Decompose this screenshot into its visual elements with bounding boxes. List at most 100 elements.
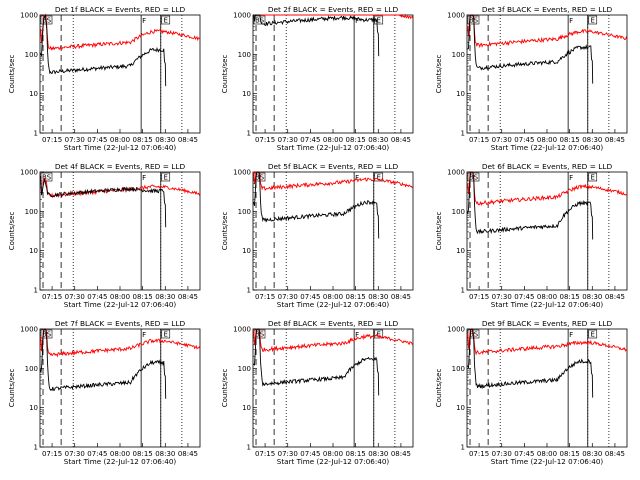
y-tick-label: 1000 bbox=[233, 326, 251, 334]
x-tick-label: 08:45 bbox=[178, 293, 198, 301]
x-tick-label: 07:15 bbox=[42, 450, 62, 458]
x-tick-label: 07:30 bbox=[492, 293, 512, 301]
x-tick-label: 07:30 bbox=[278, 136, 298, 144]
x-tick-label: 07:30 bbox=[278, 293, 298, 301]
interval-box-e bbox=[588, 15, 598, 25]
y-tick-label: 1 bbox=[247, 287, 251, 295]
x-tick-label: 08:15 bbox=[346, 136, 366, 144]
x-tick-label: 07:15 bbox=[469, 450, 489, 458]
interval-box-e bbox=[161, 15, 171, 25]
y-axis-label: Counts/sec bbox=[221, 55, 229, 94]
y-tick-label: 1 bbox=[247, 130, 251, 138]
y-tick-label: 1 bbox=[247, 444, 251, 452]
interval-box-e bbox=[588, 172, 598, 182]
panel-det-5: Det 5f BLACK = Events, RED = LLD 1 10 100 10… bbox=[221, 162, 414, 309]
panel-title: Det 8f BLACK = Events, RED = LLD bbox=[268, 319, 399, 328]
x-tick-label: 08:30 bbox=[155, 293, 175, 301]
interval-label-e: E bbox=[164, 331, 168, 339]
interval-label-e: E bbox=[377, 331, 381, 339]
x-tick-label: 08:45 bbox=[391, 450, 411, 458]
x-tick-label: 07:30 bbox=[492, 136, 512, 144]
x-tick-label: 08:45 bbox=[391, 293, 411, 301]
plot-frame bbox=[466, 14, 628, 134]
series-line-events bbox=[39, 13, 167, 87]
y-tick-label: 100 bbox=[238, 51, 251, 59]
x-axis-label: Start Time (22-Jul-12 07:06:40) bbox=[491, 143, 604, 152]
x-tick-label: 07:15 bbox=[255, 293, 275, 301]
interval-label-e: E bbox=[591, 17, 595, 25]
y-tick-label: 1000 bbox=[233, 12, 251, 20]
x-tick-label: 07:30 bbox=[65, 450, 85, 458]
panel-title: Det 2f BLACK = Events, RED = LLD bbox=[268, 5, 399, 14]
y-tick-label: 10 bbox=[242, 90, 251, 98]
x-axis-label: Start Time (22-Jul-12 07:06:40) bbox=[64, 143, 177, 152]
y-axis-label: Counts/sec bbox=[221, 212, 229, 251]
x-tick-label: 07:45 bbox=[514, 293, 534, 301]
panel-title: Det 5f BLACK = Events, RED = LLD bbox=[268, 162, 399, 171]
x-tick-label: 07:45 bbox=[514, 450, 534, 458]
panel-det-7: Det 7f BLACK = Events, RED = LLD 1 10 100 10… bbox=[8, 319, 201, 466]
y-tick-label: 100 bbox=[25, 51, 38, 59]
y-tick-label: 10 bbox=[242, 404, 251, 412]
x-tick-label: 08:45 bbox=[605, 293, 625, 301]
series-line-events bbox=[466, 328, 594, 398]
x-tick-label: 07:15 bbox=[469, 136, 489, 144]
interval-box-e bbox=[161, 329, 171, 339]
y-tick-label: 100 bbox=[238, 208, 251, 216]
series-line-lld bbox=[252, 328, 414, 353]
interval-label-f: F bbox=[142, 174, 146, 182]
y-tick-label: 10 bbox=[456, 404, 465, 412]
panel-title: Det 4f BLACK = Events, RED = LLD bbox=[55, 162, 186, 171]
series-line-lld bbox=[466, 171, 628, 207]
series-line-lld bbox=[40, 328, 201, 358]
series-line-lld bbox=[466, 328, 628, 356]
interval-label-e: E bbox=[164, 17, 168, 25]
interval-label-f: F bbox=[355, 331, 359, 339]
interval-label-e: E bbox=[164, 174, 168, 182]
y-tick-label: 1000 bbox=[20, 169, 38, 177]
y-tick-label: 100 bbox=[238, 365, 251, 373]
y-tick-label: 100 bbox=[452, 208, 465, 216]
x-tick-label: 08:00 bbox=[110, 293, 130, 301]
x-tick-label: 08:30 bbox=[155, 136, 175, 144]
x-tick-label: 08:00 bbox=[323, 293, 343, 301]
y-axis-label: Counts/sec bbox=[435, 369, 443, 408]
x-tick-label: 08:45 bbox=[391, 136, 411, 144]
x-tick-label: 08:45 bbox=[178, 450, 198, 458]
y-tick-label: 100 bbox=[25, 365, 38, 373]
y-axis-label: Counts/sec bbox=[435, 55, 443, 94]
x-tick-label: 07:30 bbox=[65, 136, 85, 144]
panel-det-1: Det 1f BLACK = Events, RED = LLD 1 10 100 10… bbox=[8, 5, 201, 152]
x-tick-label: 07:30 bbox=[278, 450, 298, 458]
interval-label-e: E bbox=[377, 17, 381, 25]
x-axis-label: Start Time (22-Jul-12 07:06:40) bbox=[277, 300, 390, 309]
x-tick-label: 08:00 bbox=[537, 136, 557, 144]
x-axis-label: Start Time (22-Jul-12 07:06:40) bbox=[491, 457, 604, 466]
interval-label-e: E bbox=[591, 331, 595, 339]
x-tick-label: 08:30 bbox=[582, 450, 602, 458]
x-tick-label: 07:45 bbox=[87, 136, 107, 144]
x-tick-label: 07:15 bbox=[42, 136, 62, 144]
x-tick-label: 07:45 bbox=[300, 450, 320, 458]
interval-box-e bbox=[374, 329, 384, 339]
y-tick-label: 100 bbox=[25, 208, 38, 216]
interval-label-f: F bbox=[569, 331, 573, 339]
x-tick-label: 07:15 bbox=[42, 293, 62, 301]
y-tick-label: 10 bbox=[242, 247, 251, 255]
y-tick-label: 1 bbox=[461, 130, 465, 138]
x-tick-label: 08:30 bbox=[582, 293, 602, 301]
panel-title: Det 1f BLACK = Events, RED = LLD bbox=[55, 5, 186, 14]
interval-label-e: E bbox=[591, 174, 595, 182]
x-tick-label: 08:00 bbox=[537, 293, 557, 301]
y-tick-label: 1000 bbox=[447, 326, 465, 334]
y-tick-label: 1 bbox=[34, 130, 38, 138]
x-tick-label: 08:30 bbox=[368, 293, 388, 301]
series-line-events bbox=[39, 175, 167, 228]
x-tick-label: 08:45 bbox=[178, 136, 198, 144]
x-tick-label: 08:15 bbox=[560, 293, 580, 301]
x-tick-label: 08:00 bbox=[323, 136, 343, 144]
y-axis-label: Counts/sec bbox=[8, 55, 16, 94]
series-line-lld bbox=[466, 14, 628, 49]
plot-frame bbox=[252, 171, 414, 291]
y-axis-label: Counts/sec bbox=[8, 212, 16, 251]
